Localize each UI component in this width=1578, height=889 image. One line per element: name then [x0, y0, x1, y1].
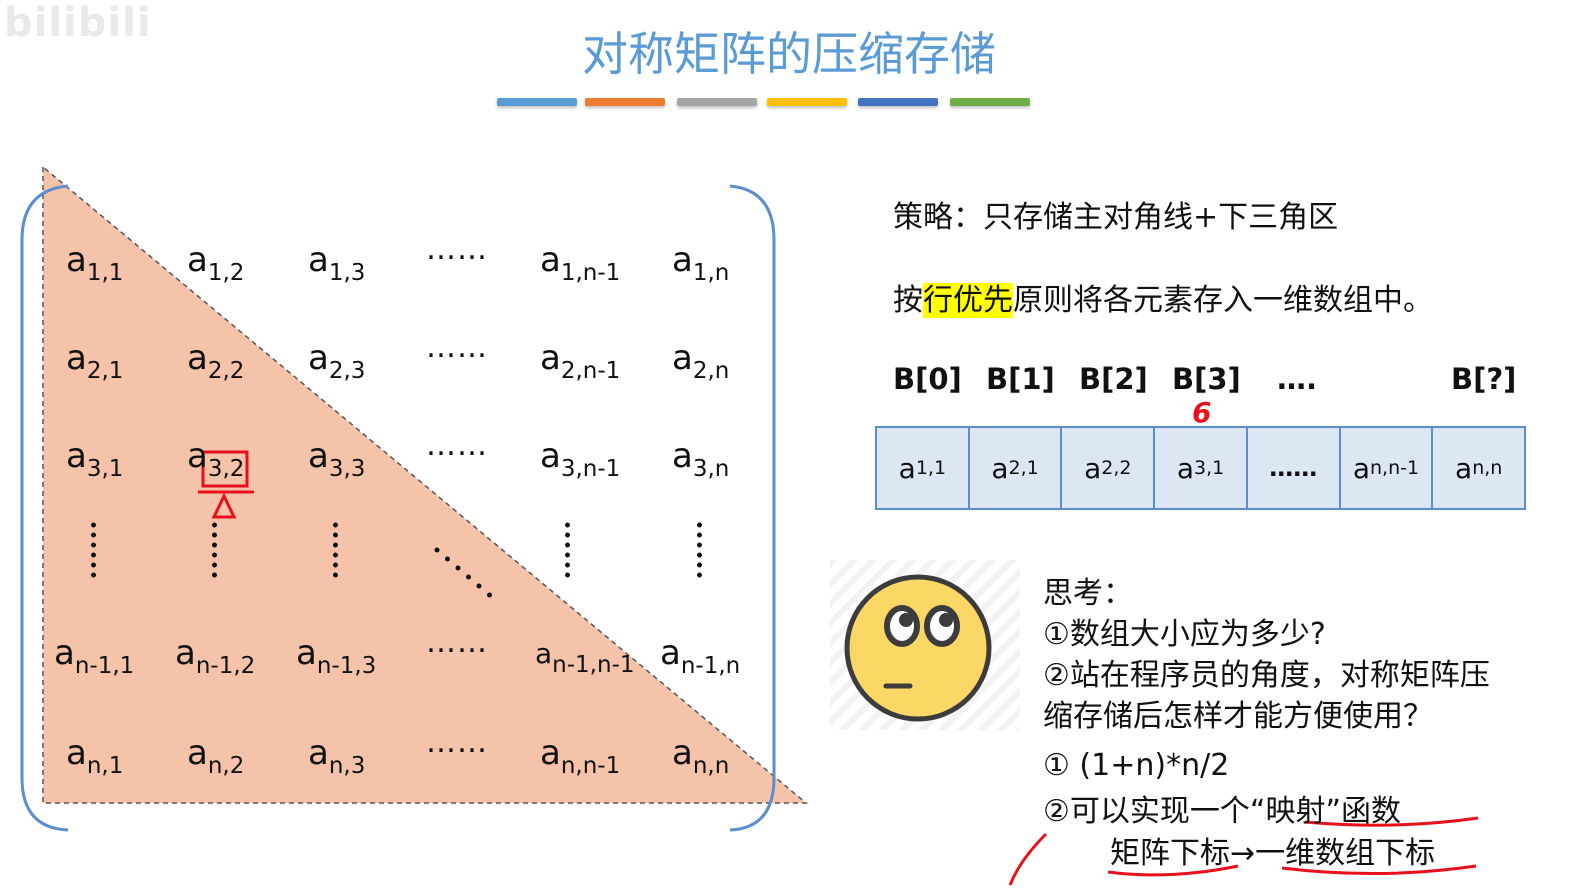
array-label: B[3]	[1172, 362, 1241, 396]
deco-bar-5	[858, 98, 938, 106]
diagonal-ellipsis	[434, 547, 492, 598]
vertical-ellipsis	[333, 520, 338, 580]
row-first-highlight: 行优先	[923, 283, 1013, 318]
matrix-element: an,n	[672, 733, 730, 779]
matrix-element: an,3	[308, 733, 366, 779]
answer-3-right: 一维数组下标	[1255, 836, 1436, 871]
horizontal-ellipsis: ……	[426, 725, 488, 760]
matrix-element: a2,3	[308, 338, 366, 384]
array-cell: a n,n-1	[1340, 428, 1434, 508]
horizontal-ellipsis: ……	[426, 232, 488, 267]
deco-bar-2	[585, 98, 665, 106]
array-cell: ……	[1247, 428, 1341, 508]
vertical-ellipsis	[212, 520, 217, 580]
vertical-ellipsis	[565, 520, 570, 580]
vertical-ellipsis	[91, 520, 96, 580]
matrix-element: an,1	[66, 733, 124, 779]
horizontal-ellipsis: ……	[426, 330, 488, 365]
horizontal-ellipsis: ……	[426, 625, 488, 660]
think-question-1: ①数组大小应为多少?	[1043, 617, 1326, 652]
think-question-2-line-2: 缩存储后怎样才能方便使用？	[1043, 699, 1433, 734]
matrix-element: an-1,2	[175, 633, 256, 679]
array-cell: a 2,2	[1062, 428, 1156, 508]
answer-2-quoted: “映射”函数	[1249, 794, 1401, 829]
array-label: B[?]	[1451, 362, 1517, 396]
matrix-element: a2,2	[187, 338, 245, 384]
left-bracket	[20, 184, 69, 832]
matrix-element: a2,n	[672, 338, 730, 384]
thinking-face-icon	[844, 574, 992, 722]
array-label: B[2]	[1079, 362, 1148, 396]
one-dim-array: a 1,1 a 2,1 a 2,2 a 3,1…… a n,n-1 a n,n	[875, 426, 1526, 510]
array-cell: a 1,1	[877, 428, 970, 508]
answer-2: ②可以实现一个“映射”函数	[1043, 786, 1401, 830]
matrix-element: a1,1	[66, 240, 124, 286]
matrix-element: a3,n-1	[540, 436, 621, 482]
array-label: B[1]	[986, 362, 1055, 396]
answer-3-arrow: →	[1230, 836, 1256, 871]
matrix-element: a2,n-1	[540, 338, 621, 384]
right-bracket	[729, 184, 776, 832]
matrix-element: a2,1	[66, 338, 124, 384]
red-underline-array	[1281, 864, 1477, 876]
matrix-element: a1,n	[672, 240, 730, 286]
answer-3: 矩阵下标→一维数组下标	[1110, 828, 1435, 872]
row-first-prefix: 按	[893, 283, 923, 318]
red-annotation-six: 6	[1192, 396, 1212, 429]
answer-2-prefix: ②可以实现一个	[1043, 794, 1250, 829]
matrix-element: a1,3	[308, 240, 366, 286]
deco-bar-1	[497, 98, 577, 106]
red-triangle-mark	[211, 492, 237, 519]
matrix-element: an-1,1	[54, 633, 135, 679]
answer-1: ① (1+n)*n/2	[1043, 748, 1230, 783]
red-underline-mapping	[1304, 816, 1479, 827]
matrix-element: an,n-1	[540, 733, 621, 779]
think-question-2-line-1: ②站在程序员的角度，对称矩阵压	[1043, 658, 1490, 693]
array-cell: a 2,1	[969, 428, 1063, 508]
matrix-element: a1,2	[187, 240, 245, 286]
answer-3-left: 矩阵下标	[1110, 836, 1230, 871]
array-cell: a 3,1	[1155, 428, 1248, 508]
matrix-element: a3,3	[308, 436, 366, 482]
matrix-element: an-1,n-1	[535, 637, 635, 678]
vertical-ellipsis	[697, 520, 702, 580]
lower-triangle-region	[42, 165, 809, 804]
array-cell: a n,n	[1433, 428, 1525, 508]
think-block: 思考： ①数组大小应为多少? ②站在程序员的角度，对称矩阵压 缩存储后怎样才能方…	[1043, 573, 1490, 737]
deco-bar-4	[767, 98, 847, 106]
horizontal-ellipsis: ……	[426, 428, 488, 463]
array-label: ….	[1277, 362, 1318, 396]
matrix-element: a3,2	[187, 436, 245, 482]
array-label: B[0]	[893, 362, 962, 396]
matrix-element: an-1,n	[660, 633, 741, 679]
matrix-element: an-1,3	[296, 633, 377, 679]
watermark-logo: bilibili	[4, 0, 152, 46]
matrix-element: a3,1	[66, 436, 124, 482]
red-box-mark	[201, 450, 249, 488]
matrix-element: a1,n-1	[540, 240, 621, 286]
row-first-text: 按行优先原则将各元素存入一维数组中。	[893, 275, 1433, 319]
red-underline-matrix	[1107, 864, 1239, 877]
deco-bar-3	[677, 98, 757, 106]
matrix-element: a3,n	[672, 436, 730, 482]
deco-bar-6	[950, 98, 1030, 106]
red-curve-mark	[1008, 832, 1048, 886]
think-heading: 思考：	[1043, 576, 1133, 611]
page-title: 对称矩阵的压缩存储	[582, 27, 996, 81]
row-first-suffix: 原则将各元素存入一维数组中。	[1013, 283, 1433, 318]
matrix-element: an,2	[187, 733, 245, 779]
strategy-text: 策略：只存储主对角线+下三角区	[893, 200, 1339, 235]
